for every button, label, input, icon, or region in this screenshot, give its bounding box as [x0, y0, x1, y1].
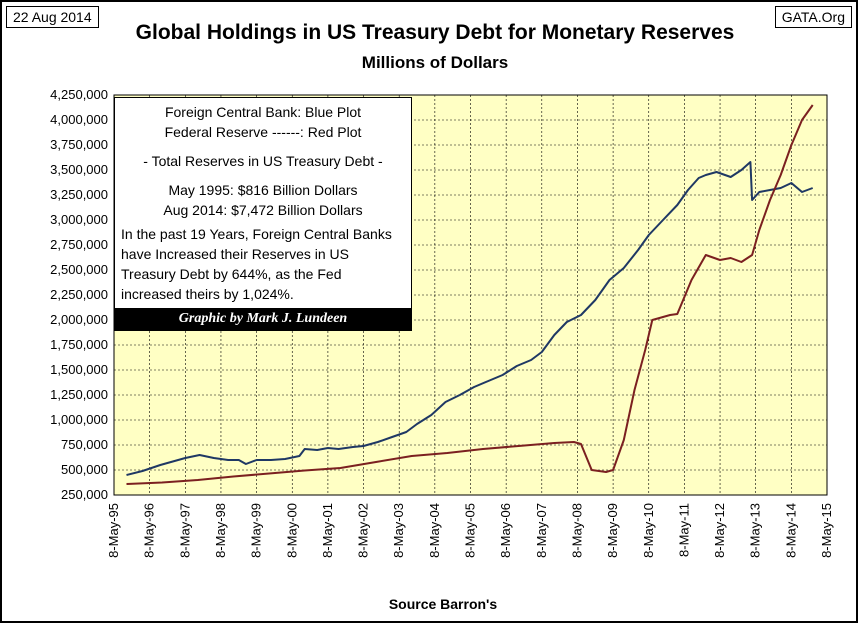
x-tick-label: 8-May-07 [534, 503, 549, 558]
y-axis-ticks: 250,000 500,000 750,000 1,000,000 1,250,000 1… [50, 87, 108, 502]
y-tick-label: 1,750,000 [50, 337, 108, 352]
y-tick-label: 2,500,000 [50, 262, 108, 277]
y-tick-label: 4,250,000 [50, 87, 108, 102]
y-tick-label: 3,750,000 [50, 137, 108, 152]
y-tick-label: 750,000 [61, 437, 108, 452]
legend-box: Foreign Central Bank: Blue Plot Federal … [114, 97, 412, 331]
chart-subtitle: Millions of Dollars [362, 53, 508, 72]
x-tick-label: 8-May-03 [391, 503, 406, 558]
date-badge: 22 Aug 2014 [6, 6, 99, 28]
x-tick-label: 8-May-02 [356, 503, 371, 558]
x-tick-label: 8-May-00 [284, 503, 299, 558]
series-lines [126, 104, 814, 485]
y-tick-label: 2,750,000 [50, 237, 108, 252]
x-tick-label: 8-May-95 [106, 503, 121, 558]
legend-blue-entry: Foreign Central Bank: Blue Plot [164, 104, 362, 120]
x-tick-label: 8-May-15 [819, 503, 834, 558]
y-tick-label: 2,250,000 [50, 287, 108, 302]
x-tick-label: 8-May-13 [748, 503, 763, 558]
legend-heading: - Total Reserves in US Treasury Debt - [143, 153, 383, 169]
source-badge: GATA.Org [774, 6, 852, 28]
legend-red-entry: Federal Reserve ------: Red Plot [164, 124, 362, 140]
x-tick-label: 8-May-98 [213, 503, 228, 558]
credit-bar: Graphic by Mark J. Lundeen [115, 308, 411, 330]
y-tick-label: 1,000,000 [50, 412, 108, 427]
y-tick-label: 250,000 [61, 487, 108, 502]
x-axis-label: Source Barron's [389, 596, 498, 612]
legend-aug-2014: Aug 2014: $7,472 Billion Dollars [163, 202, 363, 218]
y-tick-label: 1,250,000 [50, 387, 108, 402]
y-tick-label: 3,250,000 [50, 187, 108, 202]
x-tick-label: 8-May-12 [712, 503, 727, 558]
chart-title: Global Holdings in US Treasury Debt for … [136, 21, 735, 44]
legend-may-1995: May 1995: $816 Billion Dollars [168, 182, 358, 198]
x-axis-ticks: 8-May-95 8-May-96 8-May-97 8-May-98 8-May-99… [106, 503, 834, 558]
x-tick-label: 8-May-11 [676, 503, 691, 557]
x-tick-label: 8-May-09 [605, 503, 620, 558]
y-tick-label: 3,000,000 [50, 212, 108, 227]
x-tick-label: 8-May-99 [249, 503, 264, 558]
x-tick-label: 8-May-01 [320, 503, 335, 558]
y-tick-label: 3,500,000 [50, 162, 108, 177]
x-tick-label: 8-May-96 [142, 503, 157, 558]
x-tick-label: 8-May-14 [783, 503, 798, 558]
x-tick-label: 8-May-10 [641, 503, 656, 558]
legend-paragraph: In the past 19 Years, Foreign Central Ba… [121, 226, 392, 302]
x-tick-label: 8-May-04 [427, 503, 442, 558]
y-tick-label: 500,000 [61, 462, 108, 477]
x-tick-label: 8-May-97 [177, 503, 192, 558]
y-tick-label: 1,500,000 [50, 362, 108, 377]
y-tick-label: 4,000,000 [50, 112, 108, 127]
y-tick-label: 2,000,000 [50, 312, 108, 327]
federal-reserve-line [126, 104, 814, 485]
foreign-central-bank-line [126, 161, 814, 476]
x-tick-label: 8-May-05 [463, 503, 478, 558]
x-tick-label: 8-May-08 [569, 503, 584, 558]
x-tick-label: 8-May-06 [498, 503, 513, 558]
